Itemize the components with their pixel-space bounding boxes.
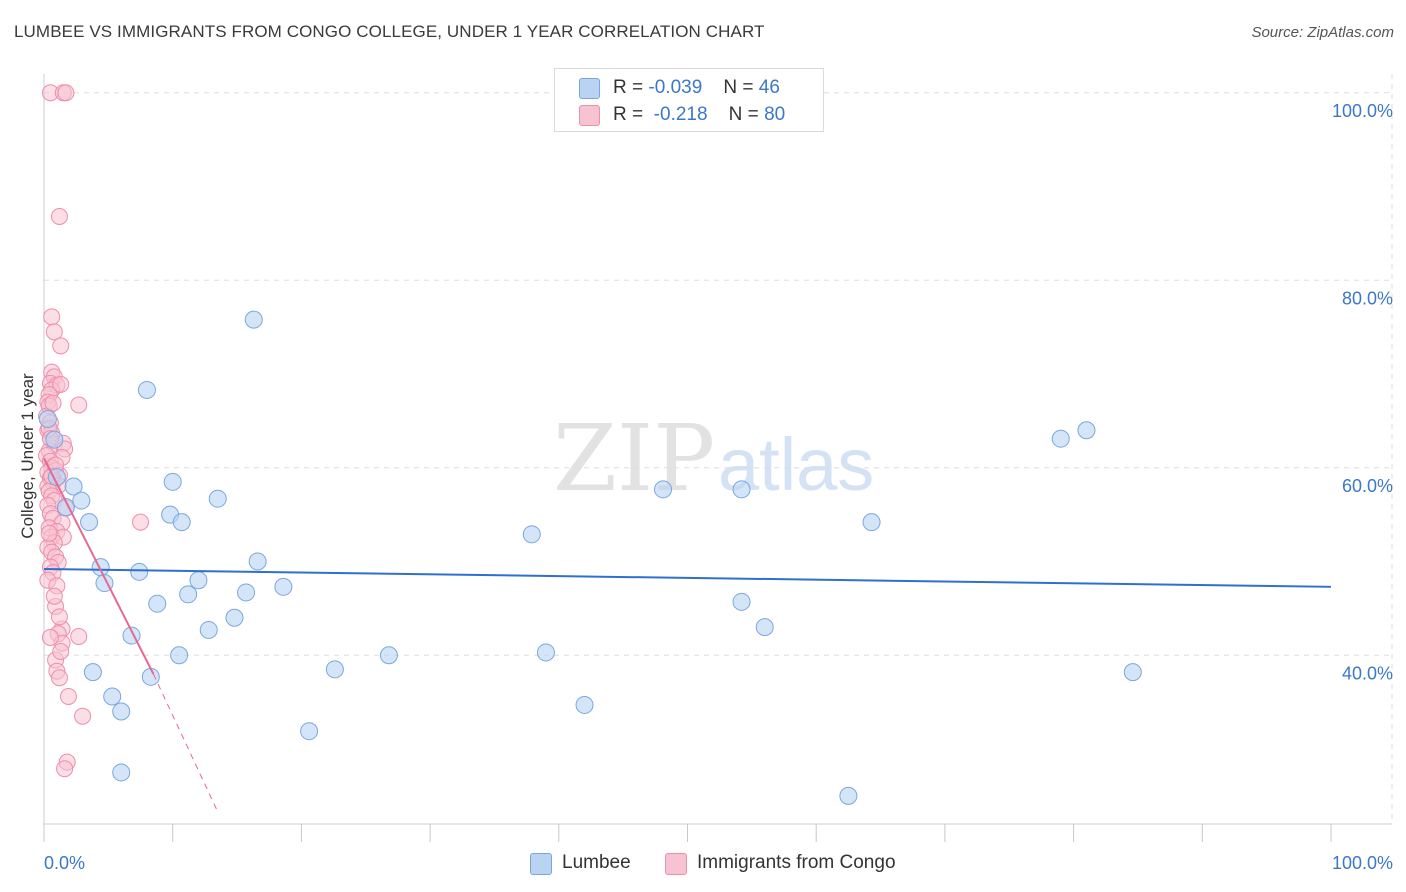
congo-point: [57, 84, 75, 102]
congo-swatch: [579, 105, 600, 126]
lumbee-point: [536, 643, 555, 662]
legend-row-text: R = -0.039 N = 46: [613, 77, 780, 99]
lumbee-point: [732, 480, 751, 499]
lumbee-point: [83, 663, 102, 682]
lumbee-point: [112, 763, 131, 782]
lumbee-point: [208, 489, 227, 508]
lumbee-point: [379, 646, 398, 665]
congo-point: [59, 688, 77, 705]
x-tick-labels: 0.0% 100.0%: [44, 853, 1393, 873]
congo-trend-extension: [152, 673, 219, 813]
series-lumbee-points: [38, 310, 1142, 805]
y-tick-label: 80.0%: [1342, 288, 1393, 308]
lumbee-swatch: [579, 78, 600, 99]
lumbee-point: [732, 592, 751, 611]
congo-point: [70, 396, 88, 414]
source-label: Source: ZipAtlas.com: [1251, 24, 1394, 41]
lumbee-point: [839, 786, 858, 805]
legend-label-congo: Immigrants from Congo: [697, 852, 896, 873]
r-label: R =: [613, 104, 644, 125]
lumbee-point: [237, 583, 256, 602]
y-tick-labels: 40.0% 60.0% 80.0% 100.0%: [1332, 101, 1393, 684]
watermark: ZIP atlas: [553, 405, 874, 512]
congo-point: [50, 669, 68, 687]
lumbee-point: [225, 608, 244, 627]
congo-point: [45, 587, 63, 605]
n-value: 80: [764, 104, 786, 125]
n-value: 46: [758, 77, 780, 98]
trend-lines: [43, 457, 1332, 813]
y-axis-title: College, Under 1 year: [18, 373, 37, 539]
lumbee-point: [130, 562, 149, 581]
r-value: -0.039: [648, 77, 703, 98]
lumbee-point: [274, 577, 293, 596]
lumbee-point: [112, 702, 131, 721]
chart-title: LUMBEE VS IMMIGRANTS FROM CONGO COLLEGE,…: [14, 22, 765, 41]
lumbee-point: [179, 585, 198, 604]
y-tick-label: 100.0%: [1332, 101, 1393, 121]
lumbee-point: [163, 472, 182, 491]
lumbee-point: [172, 513, 191, 532]
lumbee-point: [325, 660, 344, 679]
y-tick-label: 40.0%: [1342, 663, 1393, 683]
lumbee-point: [1051, 429, 1070, 448]
congo-point: [52, 643, 70, 660]
x-tick-label: 0.0%: [44, 853, 85, 873]
lumbee-point: [199, 620, 218, 639]
lumbee-trend-line: [43, 568, 1332, 588]
lumbee-point: [1123, 663, 1142, 682]
x-tick-label: 100.0%: [1332, 853, 1393, 873]
congo-point: [52, 375, 70, 393]
congo-point: [43, 308, 61, 326]
congo-point: [56, 760, 74, 778]
lumbee-point: [64, 477, 83, 496]
congo-point: [132, 513, 150, 531]
n-label: N =: [723, 77, 754, 98]
r-label: R =: [613, 77, 644, 98]
congo-point: [50, 608, 68, 626]
congo-point: [44, 394, 62, 412]
congo-point: [41, 628, 59, 646]
watermark-zip: ZIP: [553, 405, 715, 512]
lumbee-point: [755, 618, 774, 637]
lumbee-point: [654, 480, 673, 499]
y-axis-label: College, Under 1 year: [18, 373, 37, 539]
congo-point: [74, 707, 92, 725]
lumbee-point: [45, 430, 64, 449]
legend-label-lumbee: Lumbee: [562, 852, 631, 873]
lumbee-point: [72, 491, 91, 510]
lumbee-point: [1077, 421, 1096, 440]
lumbee-point: [862, 513, 881, 532]
lumbee-point: [575, 695, 594, 714]
lumbee-swatch: [530, 853, 552, 875]
lumbee-point: [300, 722, 319, 741]
correlation-legend: R = -0.039 N = 46 R = -0.218 N = 80: [554, 68, 824, 132]
n-label: N =: [728, 104, 759, 125]
congo-point: [45, 323, 63, 341]
lumbee-point: [248, 552, 267, 571]
lumbee-point: [80, 513, 99, 532]
congo-swatch: [665, 853, 687, 875]
congo-trend-line: [43, 457, 155, 675]
y-tick-label: 60.0%: [1342, 476, 1393, 496]
congo-point: [50, 208, 68, 225]
lumbee-point: [244, 310, 263, 329]
lumbee-point: [170, 646, 189, 665]
lumbee-point: [137, 380, 156, 399]
r-value: -0.218: [653, 104, 708, 125]
lumbee-point: [189, 571, 208, 590]
lumbee-point: [148, 594, 167, 613]
congo-point: [40, 524, 58, 542]
lumbee-point: [522, 525, 541, 544]
lumbee-point: [38, 410, 57, 428]
lumbee-point: [103, 687, 122, 706]
legend-row-text: R = -0.218 N = 80: [613, 104, 785, 126]
congo-point: [52, 337, 70, 355]
lumbee-point: [91, 558, 110, 577]
congo-point: [70, 628, 88, 645]
